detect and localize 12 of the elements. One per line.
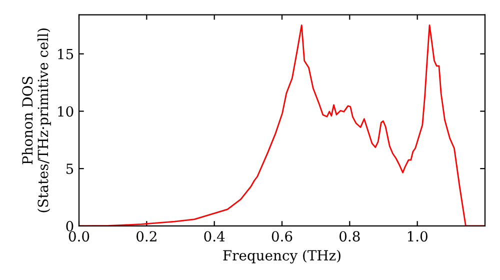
x-tick-label: 0.6 <box>272 231 292 242</box>
y-tick-label: 5 <box>66 164 74 174</box>
x-tick-label: 1.0 <box>408 231 428 242</box>
y-tick-label: 10 <box>58 106 74 117</box>
x-axis-title: Frequency (THz) <box>223 250 340 264</box>
x-tick-label: 0.4 <box>204 231 225 242</box>
x-tick-label: 0.0 <box>68 231 90 242</box>
y-tick-label: 15 <box>58 48 74 60</box>
x-tick-label: 0.2 <box>136 231 156 242</box>
x-tick-label: 0.8 <box>340 231 360 242</box>
y-tick-label: 0 <box>66 220 74 232</box>
y-axis-title: Phonon DOS (States/THz·primitive cell) <box>22 28 51 212</box>
